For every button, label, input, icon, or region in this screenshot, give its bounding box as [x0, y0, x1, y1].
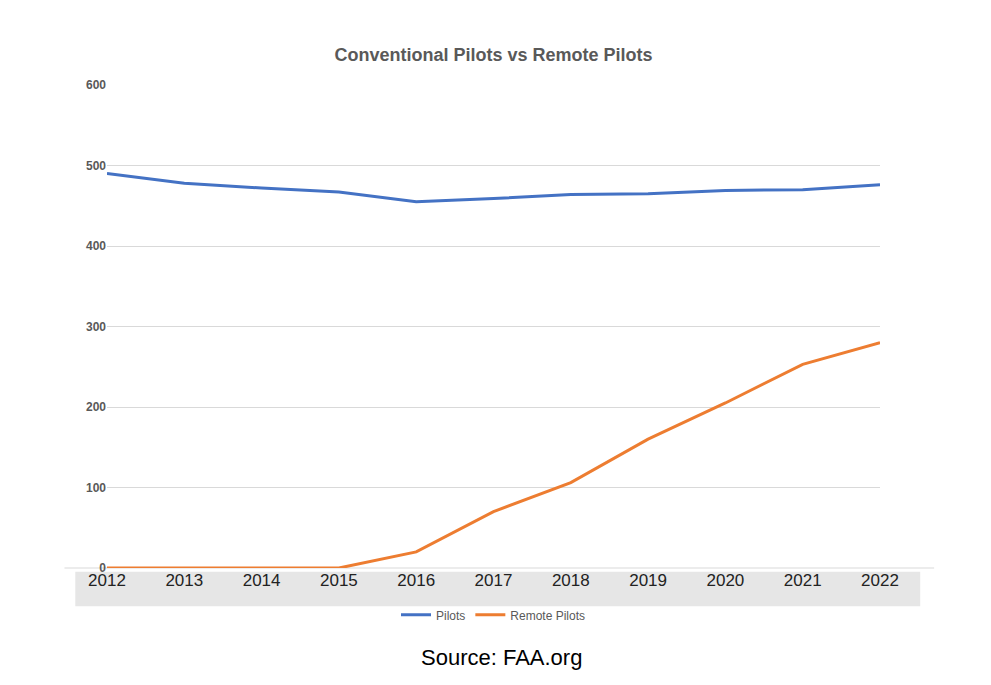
- svg-text:2015: 2015: [320, 571, 358, 590]
- svg-text:2021: 2021: [784, 571, 822, 590]
- svg-text:2020: 2020: [706, 571, 744, 590]
- svg-text:0: 0: [99, 561, 106, 575]
- svg-text:2012: 2012: [88, 571, 126, 590]
- svg-text:Remote Pilots: Remote Pilots: [510, 609, 585, 623]
- svg-text:2013: 2013: [165, 571, 203, 590]
- svg-text:500: 500: [86, 159, 106, 173]
- svg-text:Pilots: Pilots: [436, 609, 465, 623]
- svg-text:2017: 2017: [475, 571, 513, 590]
- svg-text:600: 600: [86, 78, 106, 92]
- svg-text:200: 200: [86, 400, 106, 414]
- svg-text:Conventional Pilots vs Remote: Conventional Pilots vs Remote Pilots: [334, 45, 652, 65]
- svg-text:2016: 2016: [397, 571, 435, 590]
- svg-text:100: 100: [86, 481, 106, 495]
- svg-text:2018: 2018: [552, 571, 590, 590]
- svg-text:300: 300: [86, 320, 106, 334]
- svg-text:Source: FAA.org: Source: FAA.org: [421, 645, 582, 670]
- svg-text:2022: 2022: [861, 571, 899, 590]
- svg-text:2019: 2019: [629, 571, 667, 590]
- svg-text:400: 400: [86, 239, 106, 253]
- svg-text:2014: 2014: [243, 571, 281, 590]
